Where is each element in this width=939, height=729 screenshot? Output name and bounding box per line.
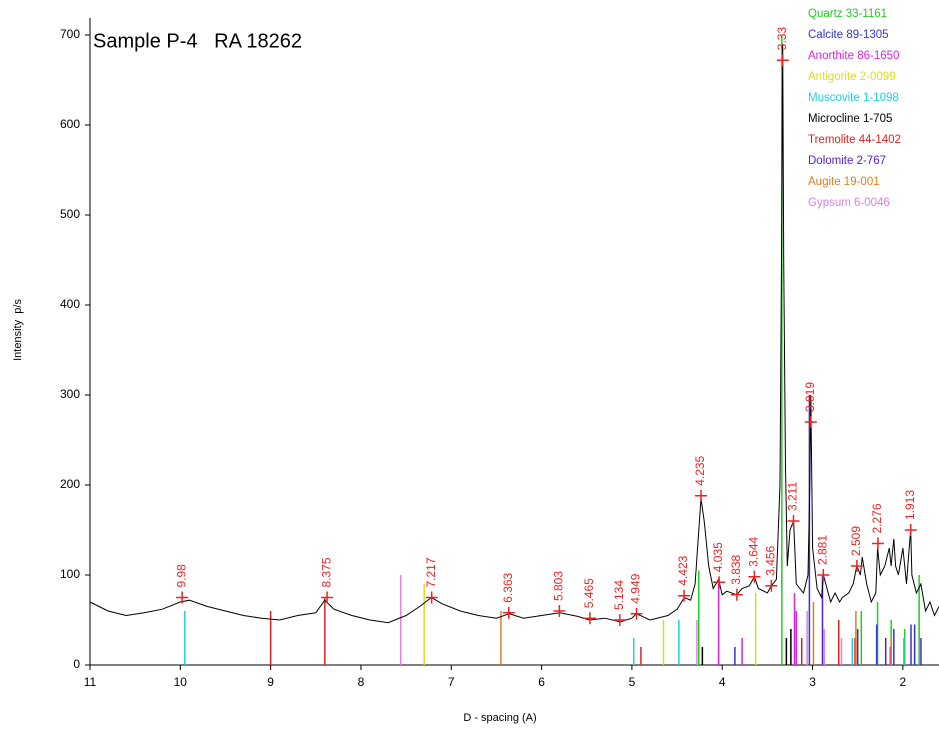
peak-label: 2.509 (849, 526, 863, 556)
peak-marker (776, 54, 789, 67)
legend-entry: Quartz 33-1161 (808, 8, 887, 20)
peak-label: 4.035 (711, 542, 725, 572)
y-tick-label: 700 (60, 27, 80, 41)
trace (89, 43, 939, 624)
peak-marker (583, 612, 596, 625)
peak-label: 3.211 (786, 482, 800, 511)
legend-entry: Anorthite 86-1650 (808, 50, 899, 62)
peak-marker (630, 607, 643, 620)
x-axis-label: D - spacing (A) (463, 712, 536, 724)
peak-marker (904, 524, 917, 536)
x-tick-label: 11 (84, 675, 97, 689)
x-tick-label: 8 (358, 675, 365, 689)
peak-marker (553, 605, 566, 617)
peak-marker (502, 606, 515, 619)
peak-marker (850, 560, 863, 572)
peak-label: 1.913 (903, 490, 917, 520)
chart-title: Sample P-4 RA 18262 (93, 30, 302, 52)
x-tick-label: 7 (448, 675, 455, 689)
peak-marker (695, 489, 708, 502)
x-tick-label: 3 (809, 675, 816, 689)
peak-marker (817, 569, 830, 581)
peak-marker (425, 591, 438, 604)
y-tick-label: 600 (60, 117, 80, 131)
peak-marker (748, 570, 761, 583)
legend-entry: Muscovite 1-1098 (808, 92, 899, 104)
x-tick-label: 9 (267, 675, 274, 689)
y-tick-label: 200 (60, 477, 80, 491)
peak-marker (730, 588, 743, 601)
legend-entry: Gypsum 6-0046 (808, 197, 890, 209)
peak-marker (804, 416, 817, 428)
y-tick-label: 100 (60, 567, 80, 581)
y-tick-label: 300 (60, 387, 80, 401)
peak-label: 4.235 (693, 455, 707, 485)
peak-marker (321, 591, 334, 604)
peak-marker (176, 591, 189, 604)
x-tick-label: 10 (174, 675, 188, 689)
peak-marker (713, 576, 726, 589)
peak-label: 2.276 (870, 503, 884, 533)
y-tick-label: 0 (73, 657, 80, 671)
peak-label: 4.949 (629, 573, 643, 603)
legend-entry: Antigorite 2-0099 (808, 71, 896, 83)
peak-marker (787, 515, 800, 527)
peak-marker (678, 589, 691, 602)
peak-label: 5.134 (612, 580, 626, 610)
x-tick-label: 4 (719, 675, 726, 689)
peak-label: 2.881 (815, 535, 829, 565)
peak-label: 3.456 (764, 545, 778, 575)
peak-label: 7.217 (424, 557, 438, 587)
peak-label: 3.838 (729, 554, 743, 584)
peak-label: 3.644 (747, 536, 761, 566)
x-tick-label: 5 (629, 675, 636, 689)
peak-marker (765, 579, 778, 592)
peak-label: 5.465 (582, 578, 596, 608)
peak-label: 8.375 (319, 557, 333, 587)
legend-entry: Augite 19-001 (808, 176, 880, 188)
legend-entry: Microcline 1-705 (808, 113, 892, 125)
peak-label: 3.33 (775, 27, 789, 51)
peak-marker (871, 537, 884, 550)
x-tick-label: 6 (538, 675, 545, 689)
peak-label: 4.423 (676, 555, 690, 585)
peak-marker (613, 614, 626, 626)
legend-entry: Dolomite 2-767 (808, 155, 886, 167)
peak-label: 3.019 (803, 382, 817, 412)
peak-label: 6.363 (501, 572, 515, 602)
y-tick-label: 400 (60, 297, 80, 311)
x-tick-label: 2 (900, 675, 907, 689)
legend-entry: Tremolite 44-1402 (808, 134, 901, 146)
y-axis-label: Intensity p/s (12, 299, 24, 361)
peak-label: 5.803 (552, 571, 566, 601)
legend-entry: Calcite 89-1305 (808, 29, 889, 41)
y-tick-label: 500 (60, 207, 80, 221)
peak-label: 9.98 (174, 564, 188, 588)
